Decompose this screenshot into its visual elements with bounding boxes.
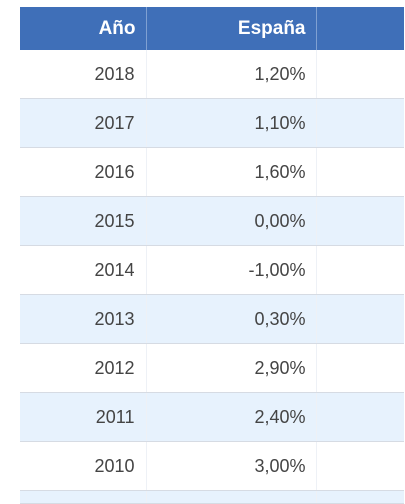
cell-year: 2010 xyxy=(20,441,147,491)
cell-year: 2011 xyxy=(20,392,147,442)
table-row: 2017 1,10% xyxy=(20,98,404,148)
cell-empty xyxy=(316,50,404,99)
cell-empty xyxy=(316,392,404,442)
cell-empty xyxy=(316,245,404,295)
table-row: 2012 2,90% xyxy=(20,343,404,393)
cell-spain: 3,00% xyxy=(146,441,317,491)
cell-empty xyxy=(316,441,404,491)
cell-spain: -1,00% xyxy=(146,245,317,295)
cell-empty xyxy=(316,98,404,148)
table-header: Año España xyxy=(20,7,404,50)
cell-year: 2015 xyxy=(20,196,147,246)
cell-spain: 0,00% xyxy=(146,196,317,246)
cell-year: 2018 xyxy=(20,50,147,99)
cell-spain: 1,10% xyxy=(146,98,317,148)
table-row: 2018 1,20% xyxy=(20,50,404,99)
header-year: Año xyxy=(20,7,147,50)
table-row: 2016 1,60% xyxy=(20,147,404,197)
cell-partial xyxy=(146,490,317,504)
cell-year: 2014 xyxy=(20,245,147,295)
inflation-table-container: Año España 2018 1,20% 2017 1,10% 2016 1,… xyxy=(20,7,404,504)
cell-spain: 2,90% xyxy=(146,343,317,393)
header-empty xyxy=(316,7,404,50)
cell-empty xyxy=(316,343,404,393)
cell-empty xyxy=(316,147,404,197)
cell-empty xyxy=(316,196,404,246)
cell-year: 2016 xyxy=(20,147,147,197)
table-body: 2018 1,20% 2017 1,10% 2016 1,60% 2015 0,… xyxy=(20,50,404,504)
table-row: 2011 2,40% xyxy=(20,392,404,442)
cell-year: 2012 xyxy=(20,343,147,393)
table-row: 2010 3,00% xyxy=(20,441,404,491)
table-row: 2014 -1,00% xyxy=(20,245,404,295)
cell-year: 2013 xyxy=(20,294,147,344)
cell-partial xyxy=(20,490,147,504)
header-row: Año España xyxy=(20,7,404,50)
cell-spain: 1,60% xyxy=(146,147,317,197)
cell-spain: 1,20% xyxy=(146,50,317,99)
cell-partial xyxy=(316,490,404,504)
cell-spain: 0,30% xyxy=(146,294,317,344)
cell-year: 2017 xyxy=(20,98,147,148)
cell-empty xyxy=(316,294,404,344)
table-row-partial xyxy=(20,490,404,504)
table-row: 2015 0,00% xyxy=(20,196,404,246)
cell-spain: 2,40% xyxy=(146,392,317,442)
inflation-table: Año España 2018 1,20% 2017 1,10% 2016 1,… xyxy=(20,7,404,504)
header-spain: España xyxy=(146,7,317,50)
table-row: 2013 0,30% xyxy=(20,294,404,344)
